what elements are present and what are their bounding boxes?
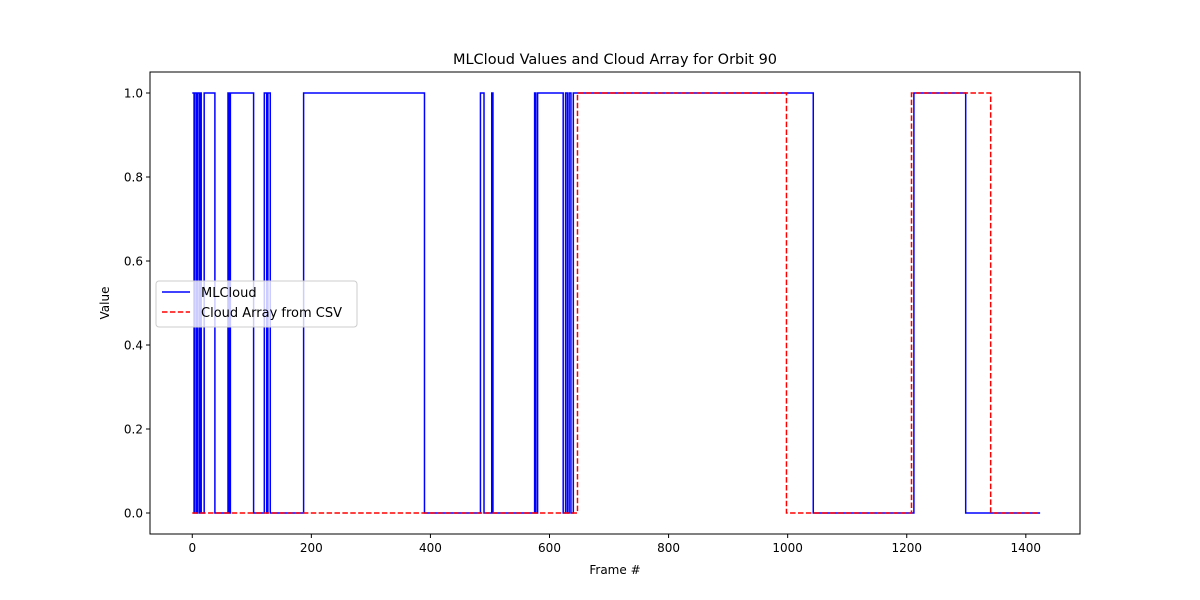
y-axis-label: Value (98, 287, 112, 320)
plot-frame (149, 71, 1081, 535)
series-line-mlcloud (192, 92, 1041, 514)
series-line-cloud-array (192, 92, 1041, 514)
y-tick-label: 0.2 (124, 423, 143, 437)
legend: MLCloud Cloud Array from CSV (155, 280, 358, 328)
x-tick-label: 1000 (772, 541, 803, 555)
legend-label-cloud-array: Cloud Array from CSV (201, 306, 342, 321)
x-tick-label: 1400 (1011, 541, 1042, 555)
x-tick-label: 800 (657, 541, 680, 555)
y-tick-label: 0.4 (124, 339, 143, 353)
legend-box (155, 280, 358, 328)
x-axis: 0 200 400 600 800 1000 1200 1400 (188, 534, 1041, 555)
x-tick-label: 0 (188, 541, 196, 555)
x-tick-label: 200 (300, 541, 323, 555)
chart-title: MLCloud Values and Cloud Array for Orbit… (453, 52, 777, 68)
y-tick-label: 0.6 (124, 255, 143, 269)
series-layer (192, 92, 1041, 514)
y-tick-label: 1.0 (124, 87, 143, 101)
y-tick-label: 0.8 (124, 171, 143, 185)
x-tick-label: 400 (419, 541, 442, 555)
x-tick-label: 600 (538, 541, 561, 555)
x-axis-label: Frame # (589, 563, 640, 577)
y-axis: 0.0 0.2 0.4 0.6 0.8 1.0 (124, 87, 150, 521)
legend-label-mlcloud: MLCloud (201, 286, 257, 301)
x-tick-label: 1200 (891, 541, 922, 555)
y-tick-label: 0.0 (124, 507, 143, 521)
